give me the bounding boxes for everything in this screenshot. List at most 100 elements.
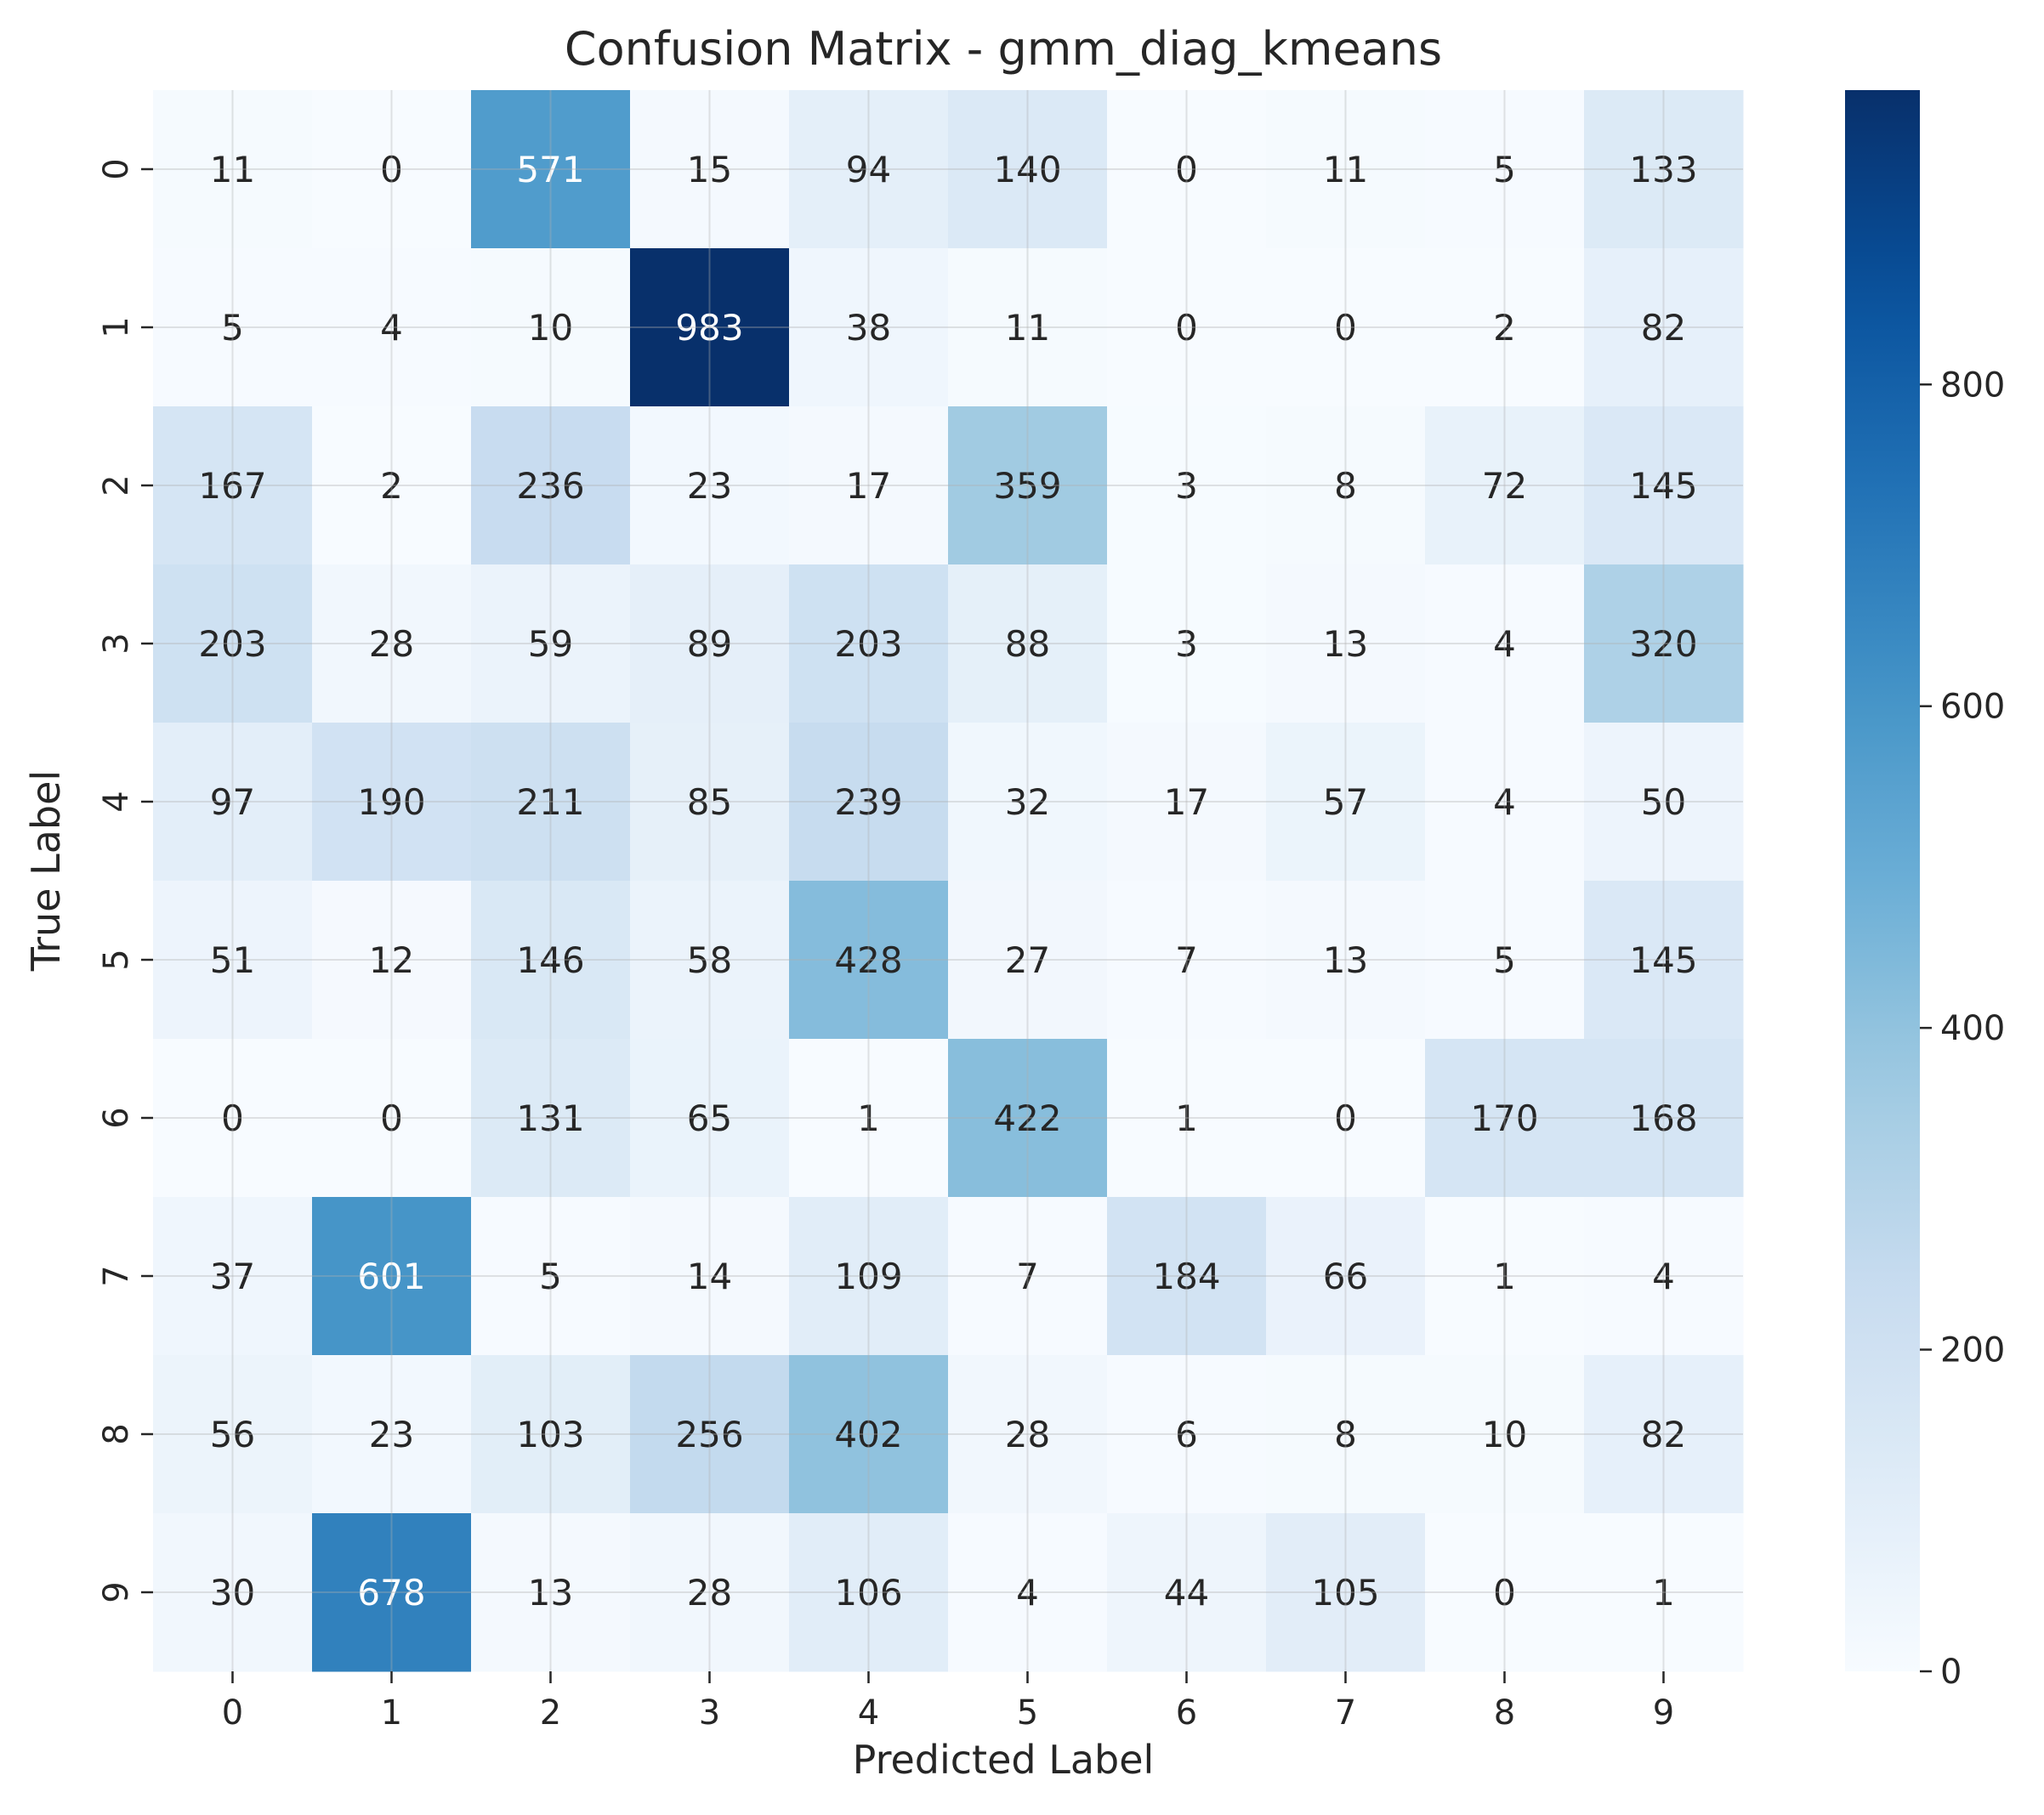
- colorbar-tick-label: 400: [1940, 1009, 2005, 1048]
- heatmap-cell-r3-c5: [948, 564, 1108, 723]
- cell-value-label: 133: [1629, 149, 1697, 190]
- heatmap-cell-r1-c2: [471, 248, 631, 407]
- cell-value-label: 7: [1175, 939, 1198, 981]
- heatmap-cell-r4-c2: [471, 723, 631, 882]
- cell-value-label: 97: [210, 781, 255, 823]
- colorbar-tick-label: 200: [1940, 1331, 2005, 1370]
- heatmap-cell-r7-c8: [1425, 1197, 1585, 1356]
- cell-value-label: 211: [516, 781, 584, 823]
- cell-value-label: 59: [528, 623, 573, 665]
- cell-value-label: 94: [846, 149, 891, 190]
- heatmap-cell-r9-c0: [153, 1513, 313, 1672]
- heatmap-cell-r7-c9: [1584, 1197, 1744, 1356]
- cell-value-label: 12: [369, 939, 414, 981]
- cell-value-label: 57: [1323, 781, 1368, 823]
- heatmap-cell-r7-c5: [948, 1197, 1108, 1356]
- heatmap-cell-r4-c4: [789, 723, 949, 882]
- heatmap-cell-r5-c5: [948, 881, 1108, 1040]
- heatmap-cell-r2-c9: [1584, 406, 1744, 565]
- heatmap-cell-r5-c3: [630, 881, 790, 1040]
- heatmap-cell-r0-c6: [1107, 90, 1267, 249]
- heatmap-cell-r2-c0: [153, 406, 313, 565]
- heatmap-cell-r1-c5: [948, 248, 1108, 407]
- heatmap-cell-r1-c3: [630, 248, 790, 407]
- cell-value-label: 17: [1164, 781, 1209, 823]
- cell-value-label: 2: [1493, 307, 1516, 349]
- cell-value-label: 601: [357, 1256, 425, 1297]
- heatmap-cell-r1-c8: [1425, 248, 1585, 407]
- heatmap-cell-r3-c4: [789, 564, 949, 723]
- cell-value-label: 89: [687, 623, 732, 665]
- cell-value-label: 0: [380, 149, 403, 190]
- cell-value-label: 678: [357, 1572, 425, 1614]
- heatmap-cell-r9-c6: [1107, 1513, 1267, 1672]
- cell-value-label: 51: [210, 939, 255, 981]
- x-tick-label: 9: [1653, 1693, 1674, 1733]
- cell-value-label: 6: [1175, 1414, 1198, 1455]
- y-tick-label: 8: [97, 1423, 136, 1444]
- cell-value-label: 56: [210, 1414, 255, 1455]
- heatmap-cell-r3-c3: [630, 564, 790, 723]
- cell-value-label: 88: [1005, 623, 1050, 665]
- heatmap-cell-r1-c4: [789, 248, 949, 407]
- heatmap-cell-r8-c0: [153, 1355, 313, 1514]
- cell-value-label: 28: [369, 623, 414, 665]
- cell-value-label: 11: [210, 149, 255, 190]
- heatmap-cell-r0-c8: [1425, 90, 1585, 249]
- heatmap-cell-r4-c9: [1584, 723, 1744, 882]
- cell-value-label: 38: [846, 307, 891, 349]
- cell-value-label: 23: [369, 1414, 414, 1455]
- heatmap-cell-r2-c4: [789, 406, 949, 565]
- y-tick-label: 0: [97, 158, 136, 179]
- cell-value-label: 28: [1005, 1414, 1050, 1455]
- cell-value-label: 4: [1493, 781, 1516, 823]
- heatmap-cell-r6-c8: [1425, 1039, 1585, 1198]
- cell-value-label: 66: [1323, 1256, 1368, 1297]
- heatmap-cell-r4-c3: [630, 723, 790, 882]
- x-tick-label: 3: [699, 1693, 720, 1733]
- heatmap-cell-r9-c2: [471, 1513, 631, 1672]
- cell-value-label: 4: [1652, 1256, 1675, 1297]
- x-axis-ticks: 0 1 2 3 4 5 6 7 8 9: [222, 1671, 1674, 1733]
- cell-value-label: 82: [1641, 307, 1686, 349]
- cell-value-label: 5: [1493, 939, 1516, 981]
- heatmap-cell-r9-c8: [1425, 1513, 1585, 1672]
- heatmap-cell-r6-c2: [471, 1039, 631, 1198]
- heatmap-cell-r0-c5: [948, 90, 1108, 249]
- cell-value-label: 85: [687, 781, 732, 823]
- cell-value-label: 1: [857, 1098, 880, 1139]
- cell-value-label: 140: [993, 149, 1061, 190]
- heatmap-cell-r0-c2: [471, 90, 631, 249]
- heatmap-cells: 1105711594140011513354109833811002821672…: [153, 90, 1744, 1672]
- heatmap-cell-r8-c6: [1107, 1355, 1267, 1514]
- heatmap-cell-r9-c9: [1584, 1513, 1744, 1672]
- heatmap-cell-r4-c1: [312, 723, 472, 882]
- x-axis-label: Predicted Label: [853, 1737, 1155, 1783]
- x-tick-label: 8: [1494, 1693, 1515, 1733]
- cell-value-label: 82: [1641, 1414, 1686, 1455]
- cell-value-label: 28: [687, 1572, 732, 1614]
- y-tick-label: 6: [97, 1107, 136, 1128]
- heatmap-cell-r7-c7: [1266, 1197, 1426, 1356]
- x-tick-label: 1: [381, 1693, 402, 1733]
- heatmap-cell-r1-c1: [312, 248, 472, 407]
- y-tick-label: 2: [97, 474, 136, 496]
- cell-value-label: 0: [221, 1098, 244, 1139]
- heatmap-cell-r0-c4: [789, 90, 949, 249]
- heatmap-cell-r0-c0: [153, 90, 313, 249]
- cell-value-label: 14: [687, 1256, 732, 1297]
- cell-value-label: 13: [1323, 939, 1368, 981]
- cell-value-label: 1: [1493, 1256, 1516, 1297]
- cell-value-label: 168: [1629, 1098, 1697, 1139]
- heatmap-cell-r6-c1: [312, 1039, 472, 1198]
- cell-value-label: 4: [1016, 1572, 1039, 1614]
- heatmap-cell-r2-c8: [1425, 406, 1585, 565]
- heatmap-cell-r3-c2: [471, 564, 631, 723]
- cell-value-label: 109: [834, 1256, 902, 1297]
- heatmap-cell-r9-c5: [948, 1513, 1108, 1672]
- heatmap-cell-r9-c7: [1266, 1513, 1426, 1672]
- y-axis-ticks: 0 1 2 3 4 5 6 7 8 9: [97, 158, 153, 1603]
- heatmap-cell-r9-c4: [789, 1513, 949, 1672]
- heatmap-cell-r5-c1: [312, 881, 472, 1040]
